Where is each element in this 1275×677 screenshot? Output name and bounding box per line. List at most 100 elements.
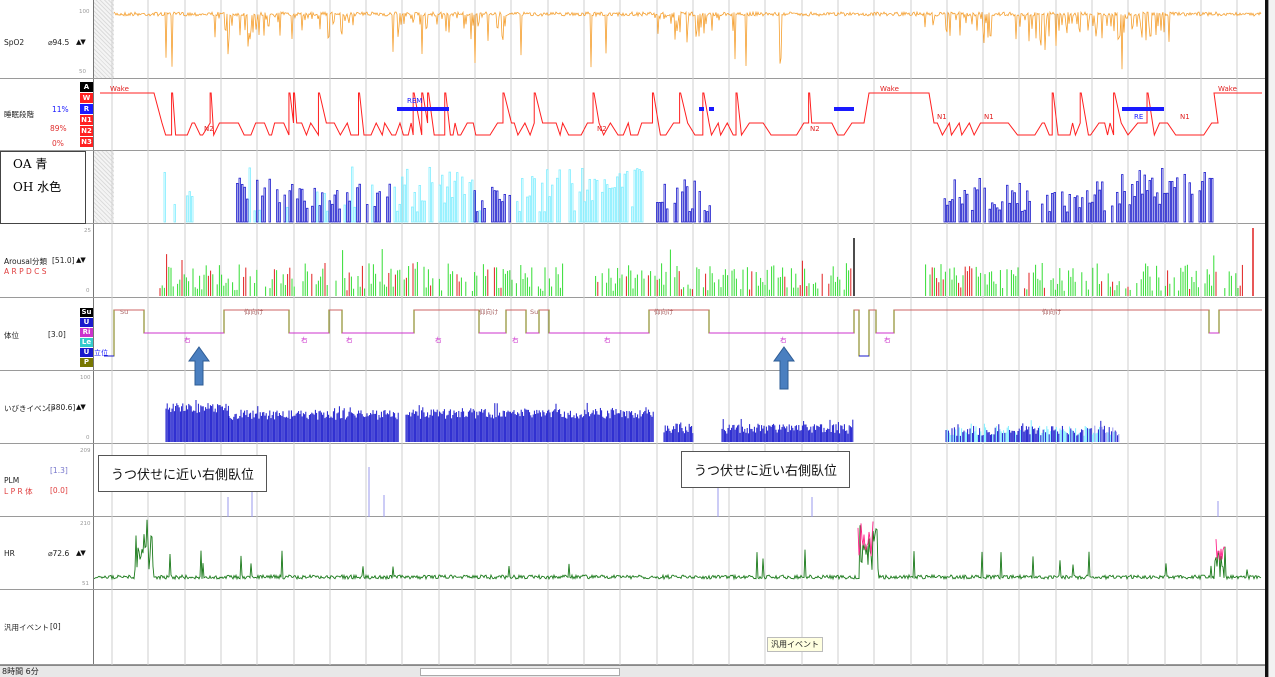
stage-label-8: RE [1134,113,1143,121]
position-key-p-5: P [80,358,93,367]
arousal-label-panel: Arousal分類 [51.0] ▲▼ A R P D C S 25 0 [0,224,94,297]
position-label-8: Su [530,308,538,316]
position-label-4: 右 [346,335,353,344]
snore-channel: いびきイベント [380.6] ▲▼ 100 0 [0,371,1275,444]
respiratory-event-channel [0,151,1275,224]
stage-pct-other: 0% [52,139,64,148]
snore-scale-arrows[interactable]: ▲▼ [76,403,86,411]
callout-left: うつ伏せに近い右側臥位 [98,455,268,492]
stage-key-n3: N3 [80,137,93,147]
plm-label-panel: PLM [1.3] [0.0] L P R 体 209 [0,444,94,516]
spo2-label-panel: SpO2 ⌀94.5 ▲▼ 100 50 [0,0,94,78]
stage-label-1: N2 [204,125,214,133]
resp-plot[interactable] [94,151,1266,224]
snore-events [111,371,1238,444]
plm-index: [1.3] [50,466,68,475]
plm-subtypes: L P R 体 [4,487,33,496]
spo2-scale-arrows[interactable]: ▲▼ [76,38,86,46]
hr-trace [94,517,1262,590]
position-label-panel: 体位 [3.0] Su U Ri Le U P [0,298,94,370]
legend-oa: OA 青 [13,157,48,171]
plm-name: PLM [4,476,20,485]
arousal-name: Arousal分類 [4,257,47,266]
right-scroll-strip[interactable] [1268,0,1275,677]
stage-label-10: Wake [1218,85,1237,93]
stage-label-panel: 睡眠段階 11% 89% 0% A W R N1 N2 N3 [0,79,94,150]
hr-plot[interactable] [94,517,1266,590]
stage-key-n2: N2 [80,126,93,136]
hr-label-panel: HR ⌀72.6 ▲▼ 210 51 [0,517,94,589]
resp-events [111,151,1238,224]
plm-channel: PLM [1.3] [0.0] L P R 体 209 [0,444,1275,517]
legend-oh: OH 水色 [13,180,62,194]
recording-duration: 8時間 6分 [2,667,39,676]
position-label-12: 右 [884,335,891,344]
spo2-channel: SpO2 ⌀94.5 ▲▼ 100 50 [0,0,1275,79]
position-plot[interactable]: Su 右 仰向け右 右 右 仰向け右 Su 右 仰向け右 右 仰向け 立位 [94,298,1266,371]
generic-count: [0] [50,622,61,631]
position-label-13: 仰向け [1042,307,1062,316]
stage-pct-sleep: 89% [50,124,67,133]
position-name: 体位 [4,331,19,340]
up-arrow-icon-left [188,346,210,386]
position-value: [3.0] [48,330,66,339]
position-label-7: 右 [512,335,519,344]
position-label-9: 右 [604,335,611,344]
scroll-thumb[interactable] [420,668,620,676]
plm-events [111,444,1238,517]
arousal-events [111,224,1254,298]
position-label-3: 右 [301,335,308,344]
time-cursor[interactable] [1265,0,1268,677]
up-arrow-icon-right [773,346,795,390]
stage-label-9: N1 [1180,113,1190,121]
hypnogram: Wake N2 REM N2 N2 Wake N1 N1 RE N1 Wake [100,79,1262,151]
plm-tick-top: 209 [80,448,91,454]
stage-plot[interactable]: Wake N2 REM N2 N2 Wake N1 N1 RE N1 Wake [94,79,1266,151]
plm-plot[interactable] [94,444,1266,517]
time-scrollbar[interactable]: 8時間 6分 [0,665,1275,677]
stage-key-w: W [80,93,93,103]
generic-label-panel: 汎用イベント [0] [0,590,94,664]
position-label-11: 右 [780,335,787,344]
stage-key-a: A [80,82,93,92]
spo2-tick-bottom: 50 [79,69,86,75]
stage-key-n1: N1 [80,115,93,125]
snore-tick-top: 100 [80,375,91,381]
stage-key-r: R [80,104,93,114]
arousal-plot[interactable] [94,224,1266,298]
spo2-mean: ⌀94.5 [48,38,70,47]
arousal-scale-arrows[interactable]: ▲▼ [76,256,86,264]
snore-tick-bottom: 0 [86,435,90,441]
stage-label-4: N2 [810,125,820,133]
spo2-tick-top: 100 [79,9,90,15]
spo2-name: SpO2 [4,38,25,47]
arousal-tick-top: 25 [84,228,91,234]
arousal-tick-bottom: 0 [86,288,90,294]
position-label-1: 右 [184,335,191,344]
generic-event-channel: 汎用イベント [0] 汎用イベント [0,590,1275,665]
snore-index: [380.6] [48,403,76,412]
hr-channel: HR ⌀72.6 ▲▼ 210 51 [0,517,1275,590]
spo2-line [113,10,1262,70]
position-channel: 体位 [3.0] Su U Ri Le U P Su 右仰向け右右右仰向け右 Su 右仰向け右右… [0,298,1275,371]
stage-label-6: N1 [937,113,947,121]
position-key-u-4: U [80,348,93,357]
position-label-10: 仰向け [654,307,674,316]
position-left-label: 立位 [94,349,108,357]
spo2-plot[interactable] [94,0,1266,79]
snore-label-panel: いびきイベント [380.6] ▲▼ 100 0 [0,371,94,443]
generic-grid [111,590,1238,665]
spo2-trace [111,0,1262,79]
position-key-le-3: Le [80,338,93,347]
position-key-u-1: U [80,318,93,327]
hr-scale-arrows[interactable]: ▲▼ [76,549,86,557]
sleep-stage-channel: 睡眠段階 11% 89% 0% A W R N1 N2 N3 Wake N2 REM N2 N2 W… [0,79,1275,151]
generic-event-label[interactable]: 汎用イベント [767,637,823,652]
stage-name: 睡眠段階 [4,110,34,119]
position-key-ri-2: Ri [80,328,93,337]
stage-label-2: REM [407,97,422,105]
generic-plot[interactable]: 汎用イベント [94,590,1266,665]
snore-plot[interactable] [94,371,1266,444]
position-label-2: 仰向け [244,307,264,316]
